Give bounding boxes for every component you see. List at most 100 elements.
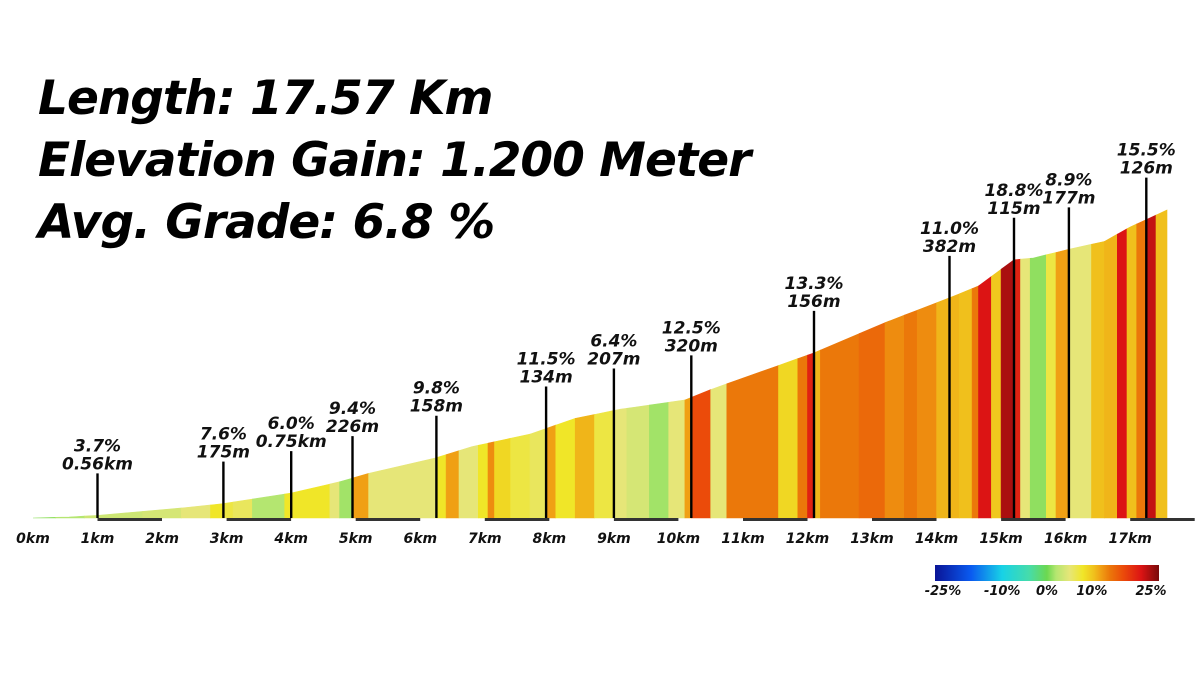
grade-segment-54 <box>1068 243 1092 519</box>
annotation-length-3: 226m <box>326 417 379 437</box>
x-tick-label-0: 0km <box>16 531 50 547</box>
km-bar-13 <box>872 518 937 521</box>
annotation-length-7: 320m <box>665 336 718 356</box>
grade-segment-5 <box>210 503 224 519</box>
grade-segment-50 <box>1020 257 1031 519</box>
x-tick-label-8: 8km <box>532 531 566 547</box>
x-tick-label-17: 17km <box>1109 531 1152 547</box>
annotation-grade-0: 3.7% <box>74 436 121 456</box>
km-bar-17 <box>1130 518 1195 521</box>
grade-segment-4 <box>181 504 211 519</box>
grade-segment-10 <box>329 481 340 519</box>
grade-segments <box>32 209 1168 519</box>
grade-segment-12 <box>352 472 369 519</box>
annotation-grade-9: 11.0% <box>920 219 979 239</box>
grade-segment-16 <box>458 444 479 519</box>
annotation-length-1: 175m <box>197 443 250 463</box>
legend-color-bar <box>935 565 1159 581</box>
grade-segment-59 <box>1136 219 1147 519</box>
grade-segment-11 <box>339 477 353 519</box>
annotation-length-10: 115m <box>987 199 1040 219</box>
x-tick-label-5: 5km <box>339 531 373 547</box>
grade-segment-48 <box>1000 259 1015 519</box>
x-axis-ticks: 0km 1km 2km 3km 4km 5km 6km 7km 8km 9km 10km 11km 12… <box>16 531 1152 547</box>
grade-segment-1 <box>55 515 85 519</box>
grade-segment-18 <box>487 441 495 519</box>
grade-segment-44 <box>958 288 973 519</box>
grade-segment-57 <box>1117 228 1128 519</box>
grade-segment-2 <box>84 511 143 519</box>
x-tick-label-12: 12km <box>786 531 829 547</box>
length-stat: Length: 17.57 Km <box>38 71 493 126</box>
x-tick-label-13: 13km <box>850 531 893 547</box>
grade-segment-17 <box>477 442 489 519</box>
annotation-grade-11: 8.9% <box>1045 170 1092 190</box>
grade-segment-56 <box>1104 233 1118 519</box>
grade-segment-53 <box>1055 248 1070 519</box>
grade-segment-51 <box>1029 254 1047 519</box>
x-tick-label-1: 1km <box>81 531 115 547</box>
legend-label-1: -10% <box>984 584 1021 599</box>
elevation-gain-stat: Elevation Gain: 1.200 Meter <box>38 133 751 188</box>
grade-segment-46 <box>978 275 992 519</box>
grade-segment-20 <box>510 433 531 519</box>
x-tick-label-7: 7km <box>468 531 502 547</box>
grade-segment-28 <box>649 401 670 519</box>
grade-segment-35 <box>797 354 808 519</box>
x-tick-label-16: 16km <box>1044 531 1087 547</box>
x-tick-label-6: 6km <box>403 531 437 547</box>
grade-segment-43 <box>936 293 960 519</box>
grade-segment-26 <box>613 407 628 519</box>
grade-segment-23 <box>555 417 576 519</box>
annotation-length-12: 126m <box>1120 159 1173 179</box>
x-tick-label-3: 3km <box>210 531 244 547</box>
grade-color-legend: -25% -10% 0% 10% 25% <box>925 565 1167 599</box>
grade-segment-40 <box>884 314 905 519</box>
grade-segment-61 <box>1155 209 1168 519</box>
grade-segment-47 <box>991 268 1002 519</box>
annotation-length-8: 156m <box>787 292 840 312</box>
grade-segment-55 <box>1091 241 1105 519</box>
annotation-grade-4: 9.8% <box>413 379 460 399</box>
annotation-grade-6: 6.4% <box>590 332 637 352</box>
grade-segment-34 <box>778 358 799 519</box>
km-bar-5 <box>355 518 421 521</box>
x-tick-label-10: 10km <box>657 531 700 547</box>
annotation-length-2: 0.75km <box>256 432 327 452</box>
grade-segment-8 <box>252 493 286 519</box>
grade-segment-21 <box>529 428 547 519</box>
grade-segment-22 <box>545 424 557 519</box>
km-bar-3 <box>226 518 292 521</box>
grade-segment-45 <box>971 285 979 519</box>
grade-segment-27 <box>626 404 650 519</box>
grade-segment-25 <box>594 410 615 519</box>
annotation-grade-12: 15.5% <box>1117 141 1176 161</box>
grade-segment-39 <box>858 322 886 519</box>
stats-block: Length: 17.57 Km Elevation Gain: 1.200 M… <box>38 68 751 254</box>
annotation-length-5: 134m <box>519 368 572 388</box>
grade-segment-52 <box>1046 252 1057 519</box>
legend-label-3: 10% <box>1076 584 1107 599</box>
grade-segment-7 <box>232 498 253 519</box>
km-bar-15 <box>1001 518 1066 521</box>
legend-label-4: 25% <box>1135 584 1166 599</box>
grade-segment-24 <box>574 414 595 519</box>
grade-segment-19 <box>494 437 511 519</box>
grade-segment-60 <box>1146 214 1157 519</box>
grade-segment-33 <box>726 365 779 519</box>
legend-label-0: -25% <box>925 584 962 599</box>
grade-segment-13 <box>368 457 437 519</box>
grade-segment-31 <box>690 389 712 519</box>
legend-label-2: 0% <box>1036 584 1058 599</box>
annotation-grade-8: 13.3% <box>785 274 844 294</box>
annotation-grade-5: 11.5% <box>517 350 576 370</box>
km-bar-7 <box>484 518 550 521</box>
km-bar-1 <box>97 518 162 521</box>
annotation-grade-2: 6.0% <box>268 414 315 434</box>
grade-segment-3 <box>142 507 182 519</box>
annotation-length-11: 177m <box>1042 188 1095 208</box>
km-marker-bars <box>97 518 1195 521</box>
x-tick-label-11: 11km <box>721 531 764 547</box>
